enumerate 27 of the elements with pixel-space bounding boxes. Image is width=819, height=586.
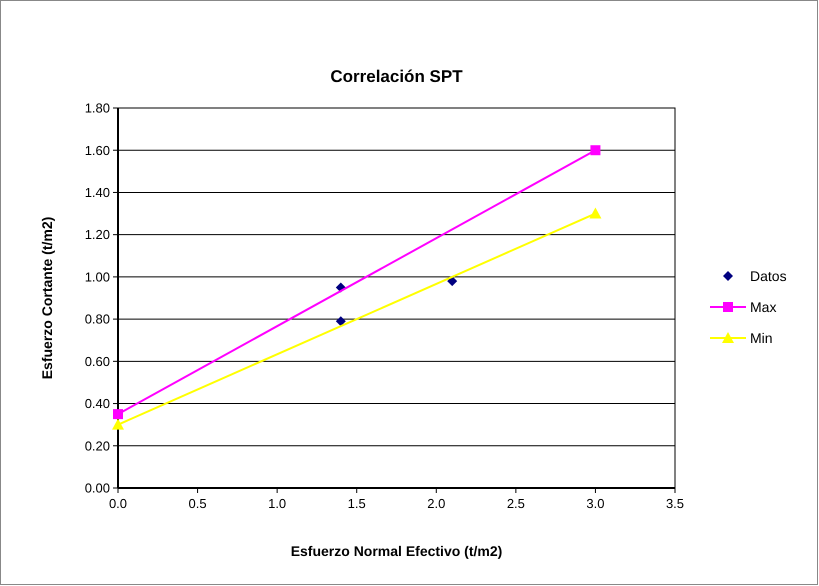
y-tick-label: 1.60 — [84, 142, 110, 158]
y-tick-label: 0.40 — [84, 396, 110, 412]
x-tick-label: 1.0 — [268, 496, 286, 511]
point — [336, 316, 346, 326]
y-tick-label: 1.80 — [84, 100, 110, 116]
point — [590, 145, 600, 156]
y-tick-label: 0.00 — [84, 480, 110, 496]
y-tick-label: 1.00 — [84, 269, 110, 284]
legend-label: Max — [750, 298, 776, 315]
y-axis-title: Esfuerzo Cortante (t/m2) — [39, 216, 55, 380]
x-tick-label: 3.0 — [586, 496, 604, 511]
y-tick-label: 0.80 — [84, 312, 110, 327]
x-tick-label: 0.0 — [108, 496, 128, 511]
x-tick-label: 2.5 — [506, 496, 525, 511]
x-tick-label: 3.5 — [666, 496, 684, 511]
y-tick-label: 1.20 — [84, 227, 110, 242]
x-axis-title: Esfuerzo Normal Efectivo (t/m2) — [290, 543, 502, 559]
point — [113, 409, 123, 420]
legend-label: Datos — [750, 268, 787, 284]
y-tick-label: 0.20 — [84, 438, 110, 454]
x-tick-label: 2.0 — [427, 496, 446, 511]
chart-title: Correlación SPT — [330, 67, 464, 86]
x-tick-label: 0.5 — [188, 496, 207, 511]
y-tick-label: 0.60 — [84, 354, 110, 369]
legend-label: Min — [750, 330, 773, 346]
y-tick-label: 1.40 — [84, 184, 110, 200]
x-tick-label: 1.5 — [348, 496, 366, 511]
